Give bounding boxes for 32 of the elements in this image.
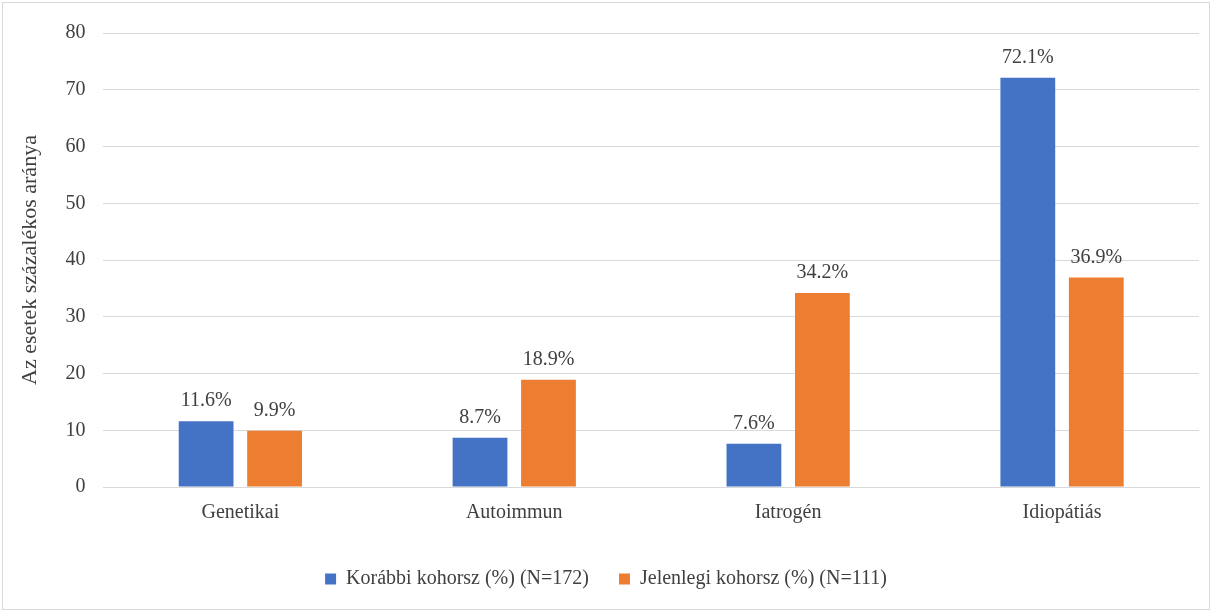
y-tick-label: 30	[65, 304, 86, 326]
bar	[247, 430, 302, 487]
y-tick-label: 50	[65, 190, 86, 213]
data-label: 8.7%	[459, 404, 501, 427]
data-label: 18.9%	[522, 346, 575, 369]
bar	[521, 379, 576, 487]
data-label: 9.9%	[253, 398, 296, 421]
legend-label: Korábbi kohorsz (%) (N=172)	[346, 566, 589, 590]
y-tick-label: 60	[65, 133, 86, 156]
bar	[726, 443, 782, 487]
x-tick-label: Autoimmun	[465, 500, 563, 523]
y-tick-label: 70	[65, 77, 86, 99]
y-tick-label: 0	[75, 474, 86, 497]
data-label: 36.9%	[1070, 244, 1123, 267]
data-label: 72.1%	[1001, 45, 1054, 68]
legend-label: Jelenlegi kohorsz (%) (N=111)	[639, 566, 887, 590]
y-axis-title: Az esetek százalékos aránya	[15, 134, 41, 385]
data-label: 11.6%	[180, 388, 232, 411]
y-tick-label: 40	[65, 247, 86, 270]
bar	[178, 421, 234, 487]
y-tick-label: 10	[65, 417, 86, 440]
x-tick-label: Idiopátiás	[1022, 500, 1102, 524]
y-tick-label: 20	[65, 360, 86, 383]
bar	[1000, 77, 1056, 487]
y-tick-label: 80	[65, 20, 86, 43]
data-label: 34.2%	[796, 260, 849, 283]
data-label: 7.6%	[733, 411, 775, 434]
bar	[452, 437, 508, 487]
bar	[795, 292, 850, 487]
x-tick-label: Genetikai	[201, 500, 280, 523]
bar	[1068, 277, 1124, 487]
x-tick-label: Iatrogén	[754, 500, 822, 524]
